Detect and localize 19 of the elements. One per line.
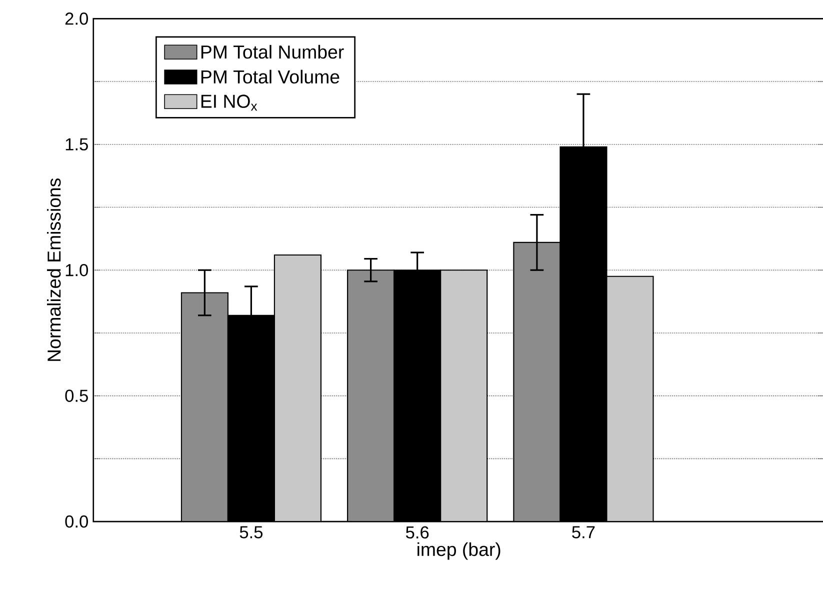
x-tick-label: 5.5 [240,526,263,539]
y-tick-label: 0.0 [65,516,88,528]
y-tick-label: 1.0 [66,264,88,276]
bar [606,276,654,522]
y-axis-title: Normalized Emissions [47,178,61,362]
y-tick-label: 1.5 [66,138,88,151]
y-tick-label: 0.5 [65,390,88,402]
bar [440,270,488,522]
bar [181,292,228,522]
bar [274,255,321,522]
x-axis-title: imep (bar) [418,542,500,560]
x-tick-label: 5.7 [572,526,595,539]
legend-label: PM Total Number [201,45,344,59]
legend-label: PM Total Volume [201,70,340,84]
x-tick-label: 5.6 [406,526,429,539]
bar [348,270,394,522]
bar [513,242,561,522]
y-tick-label: 2.0 [65,12,88,26]
legend-label: EI NO$_{x}$ [201,94,258,111]
